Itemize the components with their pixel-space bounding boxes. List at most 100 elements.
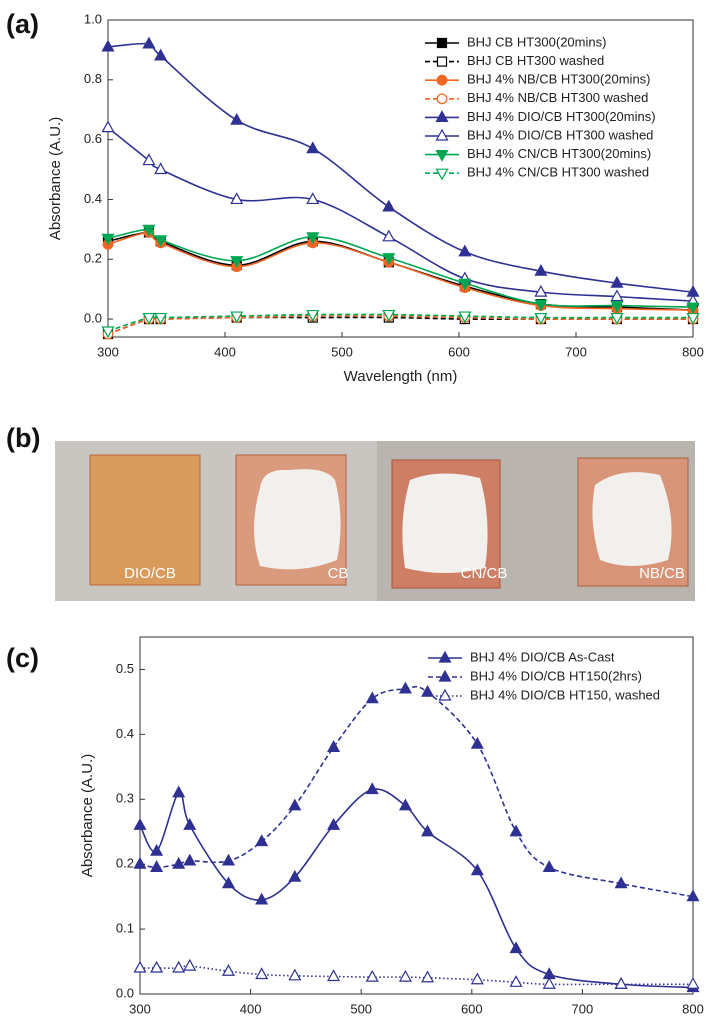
- x-tick-label: 500: [350, 1001, 372, 1016]
- legend-marker: [437, 75, 447, 85]
- panel-label: (c): [6, 643, 39, 673]
- marker: [688, 978, 699, 988]
- y-tick-label: 1.0: [84, 11, 102, 26]
- legend-label: BHJ 4% DIO/CB HT150, washed: [470, 687, 660, 702]
- marker: [151, 962, 162, 972]
- legend-marker: [438, 57, 447, 66]
- y-tick-label: 0.0: [116, 985, 134, 1000]
- y-axis-title: Absorbance (A.U.): [47, 117, 64, 240]
- marker: [103, 122, 114, 132]
- marker: [184, 819, 195, 829]
- marker: [472, 974, 483, 984]
- marker: [256, 969, 267, 979]
- marker: [511, 826, 522, 836]
- panel-label: (b): [6, 423, 40, 453]
- legend-label: BHJ 4% CN/CB HT300 washed: [467, 165, 649, 180]
- y-tick-label: 0.2: [84, 251, 102, 266]
- marker: [544, 978, 555, 988]
- legend-marker: [437, 111, 448, 121]
- legend-label: BHJ 4% DIO/CB As-Cast: [470, 649, 615, 664]
- x-tick-label: 400: [214, 344, 236, 359]
- legend-marker: [440, 671, 451, 681]
- series-line: [108, 316, 693, 334]
- x-tick-label: 300: [129, 1001, 151, 1016]
- marker: [135, 858, 146, 868]
- y-tick-label: 0.3: [116, 791, 134, 806]
- x-tick-label: 400: [240, 1001, 262, 1016]
- photo: DIO/CB CB CN/CB NB/CB: [55, 441, 695, 601]
- y-tick-label: 0.0: [84, 310, 102, 325]
- marker: [223, 855, 234, 865]
- marker: [289, 800, 300, 810]
- legend-label: BHJ 4% NB/CB HT300 washed: [467, 90, 648, 105]
- series-line: [140, 789, 693, 988]
- y-tick-label: 0.1: [116, 921, 134, 936]
- marker: [135, 819, 146, 829]
- panel-label: (a): [6, 9, 39, 39]
- x-tick-label: 800: [682, 1001, 704, 1016]
- marker: [383, 231, 394, 241]
- legend-marker: [440, 690, 451, 700]
- marker: [143, 155, 154, 165]
- marker: [422, 686, 433, 696]
- marker: [511, 943, 522, 953]
- y-tick-label: 0.8: [84, 71, 102, 86]
- marker: [184, 855, 195, 865]
- marker: [151, 861, 162, 871]
- x-tick-label: 600: [461, 1001, 483, 1016]
- legend-marker: [438, 39, 447, 48]
- marker: [173, 962, 184, 972]
- x-tick-label: 300: [97, 344, 119, 359]
- legend-label: BHJ 4% DIO/CB HT300 washed: [467, 127, 653, 142]
- y-tick-label: 0.4: [116, 726, 134, 741]
- y-tick-label: 0.4: [84, 191, 102, 206]
- marker: [383, 201, 394, 211]
- legend-label: BHJ 4% DIO/CB HT150(2hrs): [470, 668, 642, 683]
- figure: (a) (b) DIO/CB CB CN/CB NB/CB (c) 300 400…: [0, 0, 711, 1024]
- film-spot: [254, 469, 341, 569]
- marker: [289, 970, 300, 980]
- legend-label: BHJ 4% CN/CB HT300(20mins): [467, 146, 651, 161]
- series-line: [108, 317, 693, 334]
- y-axis-title: Absorbance (A.U.): [79, 754, 96, 877]
- sample-label: CN/CB: [461, 565, 508, 582]
- film-spot: [592, 472, 671, 566]
- marker: [135, 962, 146, 972]
- sample-label: CB: [328, 565, 349, 582]
- legend-label: BHJ 4% NB/CB HT300(20mins): [467, 72, 651, 87]
- marker: [422, 972, 433, 982]
- marker: [184, 960, 195, 970]
- legend-marker: [437, 151, 448, 161]
- marker: [400, 800, 411, 810]
- y-tick-label: 0.6: [84, 131, 102, 146]
- x-tick-label: 800: [682, 344, 704, 359]
- marker: [328, 741, 339, 751]
- legend-label: BHJ CB HT300 washed: [467, 53, 604, 68]
- legend-marker: [437, 94, 447, 104]
- x-tick-label: 500: [331, 344, 353, 359]
- marker: [307, 143, 318, 153]
- x-tick-label: 700: [565, 344, 587, 359]
- legend-marker: [437, 130, 448, 140]
- sample-label: NB/CB: [639, 565, 685, 582]
- y-tick-label: 0.2: [116, 856, 134, 871]
- legend-label: BHJ 4% DIO/CB HT300(20mins): [467, 109, 656, 124]
- marker: [367, 693, 378, 703]
- marker: [256, 835, 267, 845]
- marker: [400, 971, 411, 981]
- film-spot: [402, 473, 487, 573]
- x-axis-title: Wavelength (nm): [344, 368, 458, 385]
- marker: [544, 861, 555, 871]
- marker: [367, 971, 378, 981]
- series-line: [108, 314, 693, 331]
- x-tick-label: 600: [448, 344, 470, 359]
- legend-label: BHJ CB HT300(20mins): [467, 34, 606, 49]
- marker: [328, 970, 339, 980]
- marker: [173, 787, 184, 797]
- legend-marker: [437, 169, 448, 179]
- y-tick-label: 0.5: [116, 661, 134, 676]
- x-tick-label: 700: [572, 1001, 594, 1016]
- marker: [231, 114, 242, 124]
- sample-label: DIO/CB: [124, 565, 176, 582]
- legend-marker: [440, 652, 451, 662]
